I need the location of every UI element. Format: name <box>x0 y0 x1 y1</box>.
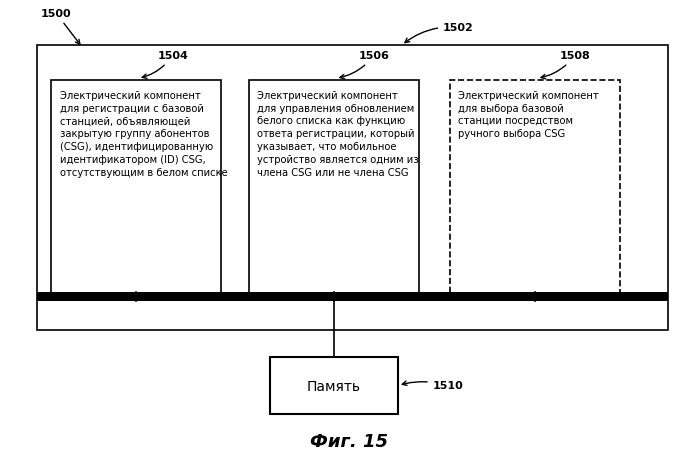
Text: 1506: 1506 <box>340 51 389 80</box>
Text: Электрический компонент
для выбора базовой
станции посредством
ручного выбора CS: Электрический компонент для выбора базов… <box>459 91 599 139</box>
Bar <box>38 293 668 301</box>
Bar <box>249 81 419 293</box>
Text: 1502: 1502 <box>405 23 474 44</box>
Text: 1510: 1510 <box>402 381 463 391</box>
Text: Электрический компонент
для регистрации с базовой
станцией, объявляющей
закрытую: Электрический компонент для регистрации … <box>59 91 227 177</box>
Bar <box>270 357 398 414</box>
Text: Электрический компонент
для управления обновлением
белого списка как функцию
отв: Электрический компонент для управления о… <box>257 91 419 177</box>
Text: Память: Память <box>307 379 361 393</box>
Text: 1500: 1500 <box>41 9 80 45</box>
Bar <box>38 46 668 330</box>
Text: 1508: 1508 <box>541 51 590 80</box>
Text: Фиг. 15: Фиг. 15 <box>310 432 389 450</box>
Bar <box>450 81 620 293</box>
Bar <box>51 81 221 293</box>
Text: 1504: 1504 <box>142 51 188 79</box>
